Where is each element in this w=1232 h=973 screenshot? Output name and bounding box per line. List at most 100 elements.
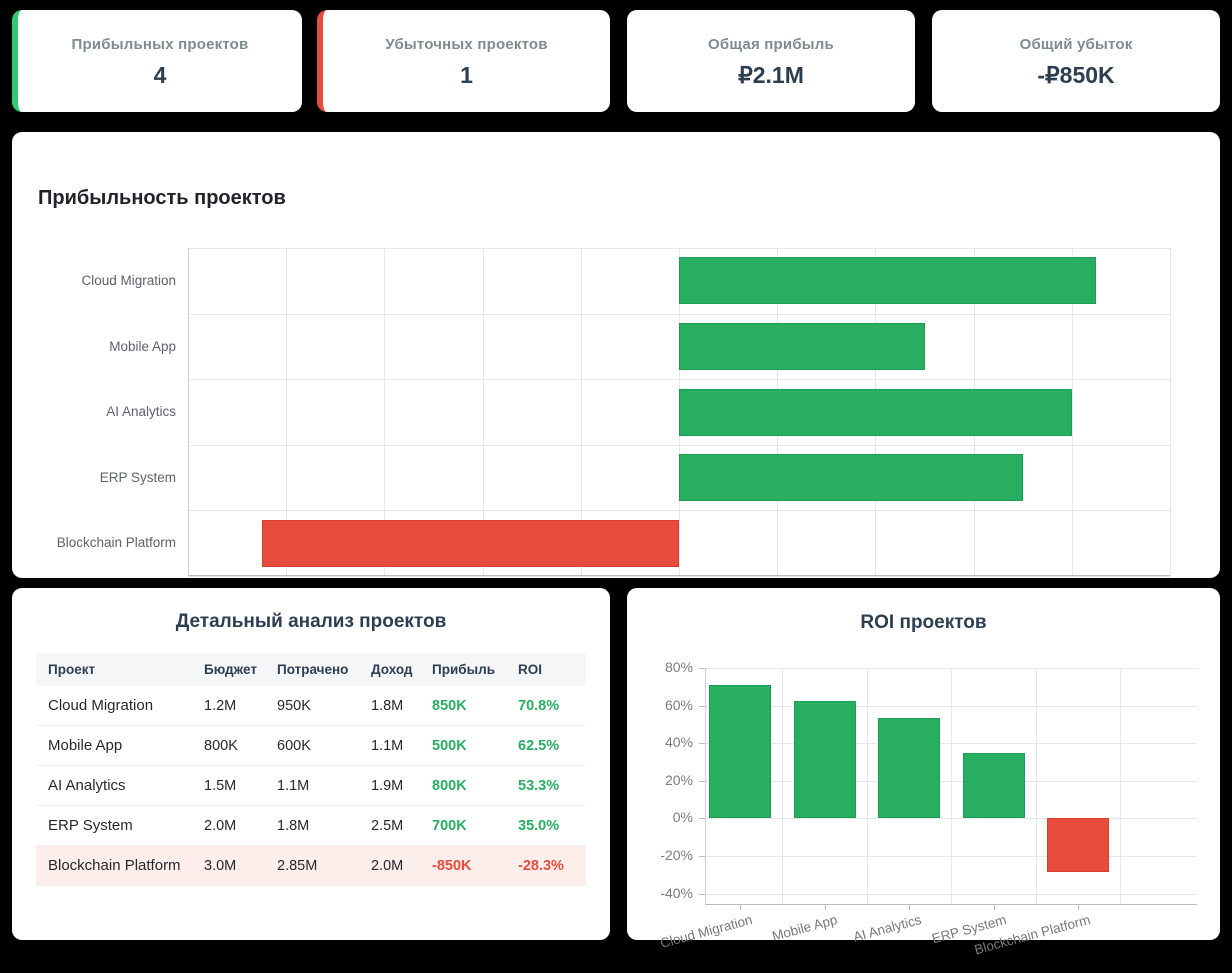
- value-cell: 800K: [432, 765, 518, 806]
- column-header-5: Прибыль: [432, 653, 518, 686]
- column-header-4: Доход: [371, 653, 432, 686]
- y-axis-line: [705, 668, 706, 905]
- kpi-label: Убыточных проектов: [385, 36, 548, 53]
- table-row: ERP System 2.0M 1.8M 2.5M 700K 35.0%: [36, 805, 586, 846]
- value-cell: 2.85M: [277, 845, 371, 886]
- profit-bar-ai-analytics: [679, 388, 1072, 436]
- table-row: Mobile App 800K 600K 1.1M 500K 62.5%: [36, 725, 586, 766]
- gridline-horizontal: [705, 780, 1197, 782]
- gridline-vertical: [1071, 248, 1073, 576]
- kpi-value: ₽2.1M: [738, 62, 804, 88]
- x-axis-line: [188, 575, 1170, 576]
- y-tick-label: 40%: [664, 734, 693, 751]
- gridline-vertical: [580, 248, 582, 576]
- kpi-value: 4: [153, 62, 167, 88]
- gridline-horizontal: [705, 668, 1197, 669]
- y-tick-label: -20%: [660, 847, 693, 863]
- value-cell: 1.8M: [277, 805, 371, 846]
- value-cell: 53.3%: [518, 765, 586, 806]
- gridline-vertical: [482, 248, 484, 576]
- value-cell: 70.8%: [518, 686, 586, 726]
- y-tick-mark: [699, 818, 705, 820]
- value-cell: 1.5M: [204, 765, 277, 806]
- profit-bar-erp-system: [679, 454, 1023, 502]
- roi-plot-area: Cloud Migration Mobile App AI Analytics ERP…: [659, 668, 1197, 957]
- y-tick-label: 60%: [664, 696, 693, 713]
- y-tick-label: 20%: [664, 771, 693, 788]
- y-tick-mark: [699, 856, 705, 857]
- profit-bar-mobile-app: [679, 322, 925, 370]
- gridline-horizontal: [188, 510, 1170, 512]
- column-header-2: Бюджет: [204, 653, 277, 686]
- analysis-table: Проект Бюджет Потрачено Доход Прибыль ROI Clo…: [36, 653, 586, 886]
- profitability-chart-title: Прибыльность проектов: [38, 187, 286, 209]
- analysis-table-body: Cloud Migration 1.2M 950K 1.8M 850K 70.8% Mobi…: [36, 686, 586, 886]
- profit-bar-blockchain-platform: [261, 519, 679, 567]
- value-cell: 2.0M: [371, 845, 432, 886]
- gridline-vertical: [951, 668, 953, 905]
- y-tick-mark: [699, 893, 705, 895]
- table-row: AI Analytics 1.5M 1.1M 1.9M 800K 53.3%: [36, 765, 586, 806]
- roi-chart-card: ROI проектов Cloud Migration Mobile App AI…: [627, 588, 1220, 957]
- value-cell: 2.5M: [371, 805, 432, 846]
- gridline-horizontal: [188, 313, 1170, 315]
- value-cell: 800K: [204, 725, 277, 766]
- roi-bar-ai-analytics: [878, 718, 940, 819]
- category-label: ERP System: [99, 469, 176, 485]
- value-cell: 1.9M: [371, 765, 432, 806]
- kpi-card-profitable-projects: Прибыльных проектов 4: [12, 10, 302, 112]
- gridline-horizontal: [188, 444, 1170, 446]
- gridline-vertical: [1170, 248, 1171, 576]
- value-cell: 35.0%: [518, 805, 586, 846]
- roi-bar-erp-system: [962, 752, 1025, 819]
- value-cell: 62.5%: [518, 725, 586, 766]
- column-header-1: Проект: [36, 653, 204, 686]
- value-cell: 700K: [432, 805, 518, 846]
- gridline-horizontal: [705, 856, 1197, 857]
- y-axis-line: [188, 248, 189, 576]
- gridline-horizontal: [188, 379, 1170, 381]
- value-cell: 1.1M: [277, 765, 371, 806]
- column-header-3: Потрачено: [277, 653, 371, 686]
- gridline-horizontal: [188, 576, 1170, 577]
- profitability-plot-area: [188, 248, 1171, 577]
- roi-bar-cloud-migration: [709, 685, 771, 819]
- profit-bar-cloud-migration: [679, 257, 1097, 305]
- x-tick-mark: [909, 905, 910, 910]
- kpi-card-total-loss: Общий убыток -₽850K: [932, 10, 1220, 112]
- x-tick-mark: [824, 905, 826, 910]
- analysis-table-header: Проект Бюджет Потрачено Доход Прибыль ROI: [36, 653, 586, 686]
- gridline-vertical: [384, 248, 386, 576]
- gridline-vertical: [1120, 668, 1122, 905]
- gridline-vertical: [1035, 668, 1037, 905]
- roi-chart-title: ROI проектов: [860, 612, 987, 633]
- kpi-value: 1: [460, 62, 473, 88]
- value-cell: 850K: [432, 686, 518, 726]
- y-tick-mark: [699, 668, 705, 669]
- category-label: Cloud Migration: [81, 273, 176, 288]
- project-name-cell: Mobile App: [36, 725, 204, 766]
- y-tick-mark: [699, 780, 705, 782]
- gridline-horizontal: [705, 705, 1197, 707]
- value-cell: 3.0M: [204, 845, 277, 886]
- kpi-card-loss-projects: Убыточных проектов 1: [317, 10, 610, 112]
- value-cell: 600K: [277, 725, 371, 766]
- project-name-cell: AI Analytics: [36, 765, 204, 806]
- y-tick-mark: [699, 743, 705, 745]
- kpi-label: Общий убыток: [1019, 36, 1133, 53]
- category-label: Mobile App: [109, 338, 176, 354]
- project-name-cell: Cloud Migration: [36, 686, 204, 726]
- kpi-label: Общая прибыль: [708, 36, 834, 53]
- table-row: Blockchain Platform 3.0M 2.85M 2.0M -850K -28…: [36, 845, 586, 886]
- x-tick-mark: [1078, 905, 1079, 910]
- category-label: Blockchain Platform: [56, 535, 176, 551]
- value-cell: 1.8M: [371, 686, 432, 726]
- column-header-6: ROI: [518, 653, 586, 686]
- x-axis-line: [705, 904, 1197, 905]
- gridline-horizontal: [705, 893, 1197, 895]
- profitability-chart-card: Прибыльность проектов Cloud Migration Mob…: [12, 132, 1220, 578]
- value-cell: -28.3%: [518, 845, 586, 886]
- gridline-horizontal: [188, 248, 1170, 249]
- category-label: AI Analytics: [106, 404, 176, 420]
